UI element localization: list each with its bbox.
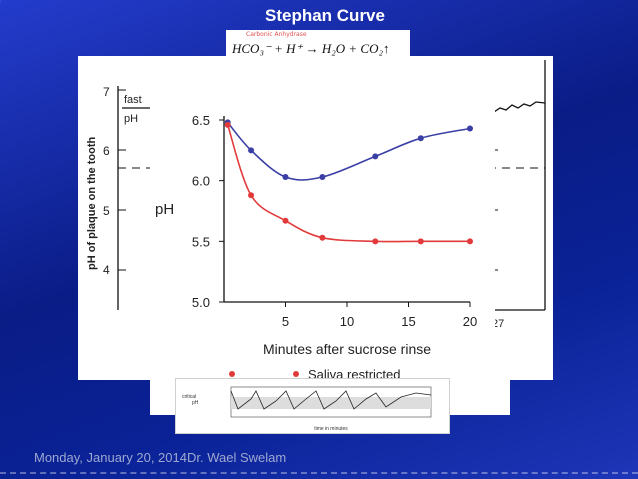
background-chart: pH of plaque on the tooth 7 6 5 4 fast p…: [86, 60, 546, 330]
y-tick-label: 6.0: [192, 174, 210, 189]
data-point: [319, 174, 326, 181]
data-point: [319, 234, 326, 241]
bg-xtick: 27: [492, 318, 504, 330]
legend-marker: [293, 371, 299, 377]
y-tick-label: 5.0: [192, 295, 210, 310]
slide-title: Stephan Curve: [265, 6, 385, 25]
data-point: [282, 217, 289, 224]
bg-ytick: 6: [103, 144, 110, 158]
slide-footer: Monday, January 20, 2014Dr. Wael Swelam: [34, 450, 287, 465]
bg-ylabel: pH of plaque on the tooth: [86, 137, 98, 270]
data-point: [372, 153, 379, 160]
thumb-xlabel: time in minutes: [314, 426, 348, 432]
x-tick-label: 5: [282, 314, 289, 329]
data-point: [224, 121, 231, 128]
equation-box: Carbonic Anhydrase HCO₃⁻ + H⁺ → H₂O + CO…: [226, 30, 410, 60]
bg-legend-fast: fast: [124, 94, 142, 106]
data-point: [248, 147, 255, 154]
data-point: [467, 238, 473, 245]
data-point: [417, 135, 424, 142]
bg-curve-right: [487, 101, 546, 121]
x-axis-title: Minutes after sucrose rinse: [263, 341, 431, 357]
data-point: [467, 125, 473, 132]
x-tick-label: 15: [401, 314, 415, 329]
thumb-ylabel: critical: [182, 394, 196, 400]
thumbnail-svg: critical pH time in minutes: [182, 386, 432, 432]
data-point: [282, 174, 289, 181]
y-axis-title: pH: [155, 201, 174, 218]
thumbnail-figure: critical pH time in minutes: [175, 378, 450, 434]
y-tick-label: 6.5: [192, 113, 210, 128]
bg-ytick: 4: [103, 263, 110, 277]
equation: HCO₃⁻ + H⁺ → H₂O + CO₂↑: [232, 41, 390, 56]
x-tick-label: 10: [340, 314, 354, 329]
x-tick-label: 20: [463, 314, 477, 329]
data-point: [248, 192, 255, 199]
thumb-ylabel: pH: [192, 400, 199, 406]
legend-marker: [229, 371, 235, 377]
thumb-curve: [230, 390, 432, 410]
bg-ytick: 5: [103, 204, 110, 218]
bg-ytick: 7: [103, 85, 110, 99]
equation-caption: Carbonic Anhydrase: [246, 31, 307, 38]
bg-legend-ph: pH: [124, 113, 138, 125]
main-chart: pH Minutes after sucrose rinse 5.0 5.5 6.0…: [150, 95, 495, 385]
footer-rule: [0, 472, 638, 474]
y-tick-label: 5.5: [192, 234, 210, 249]
data-point: [372, 238, 379, 245]
data-point: [417, 238, 424, 245]
